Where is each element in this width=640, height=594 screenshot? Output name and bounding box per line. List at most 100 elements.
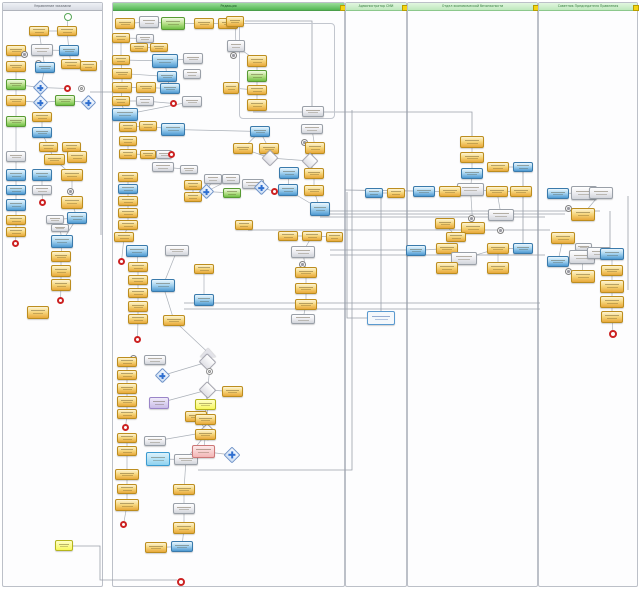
subprocess-node[interactable] (136, 34, 154, 43)
status-box[interactable] (367, 311, 395, 325)
status-task-node[interactable] (310, 202, 330, 216)
end-event[interactable] (170, 100, 177, 107)
task-node[interactable] (305, 142, 325, 154)
end-event[interactable] (118, 258, 125, 265)
status-task-node[interactable] (513, 243, 533, 254)
task-node[interactable] (119, 122, 137, 132)
end-event[interactable] (64, 85, 71, 92)
task-node[interactable] (128, 301, 148, 312)
task-node[interactable] (128, 275, 148, 285)
subprocess-node[interactable] (222, 174, 240, 184)
task-node[interactable] (112, 55, 130, 65)
status-task-node[interactable] (365, 188, 383, 198)
start-event[interactable] (64, 13, 72, 21)
task-node[interactable] (112, 82, 132, 93)
timer-event[interactable] (230, 52, 237, 59)
task-node[interactable] (487, 162, 509, 172)
task-node[interactable] (446, 232, 466, 242)
task-node[interactable] (67, 151, 87, 163)
task-node[interactable] (571, 208, 595, 221)
end-event[interactable] (12, 240, 19, 247)
task-node[interactable] (6, 215, 26, 225)
task-node[interactable] (600, 280, 624, 293)
status-task-node[interactable] (59, 45, 79, 56)
status-task-node[interactable] (152, 54, 178, 68)
subprocess-node[interactable] (291, 246, 315, 258)
subprocess-node[interactable] (136, 96, 154, 106)
subprocess-node[interactable] (152, 162, 174, 172)
task-node[interactable] (439, 186, 461, 197)
task-node[interactable] (295, 267, 317, 278)
status-task-node[interactable] (6, 199, 26, 211)
task-node[interactable] (173, 522, 195, 534)
subprocess-node[interactable] (51, 224, 69, 232)
task-node[interactable] (571, 270, 595, 283)
end-event[interactable] (177, 578, 185, 586)
subprocess-node[interactable] (488, 209, 514, 221)
end-event[interactable] (57, 297, 64, 304)
end-event[interactable] (122, 424, 129, 431)
task-node[interactable] (6, 95, 26, 106)
status-task-node[interactable] (250, 126, 270, 137)
status-task-node[interactable] (6, 185, 26, 195)
subprocess-node[interactable] (183, 69, 201, 79)
task-node[interactable] (117, 433, 137, 443)
task-node-purple[interactable] (149, 397, 169, 409)
timer-event[interactable] (21, 51, 28, 58)
task-node[interactable] (435, 218, 455, 229)
task-node[interactable] (44, 154, 65, 165)
task-node[interactable] (118, 196, 138, 206)
status-task-node[interactable] (32, 127, 52, 138)
subprocess-node[interactable] (46, 215, 64, 224)
subprocess-node[interactable] (6, 151, 26, 162)
subprocess-node[interactable] (457, 183, 484, 196)
task-node[interactable] (128, 288, 148, 298)
status-task-node[interactable] (547, 256, 569, 267)
task-node-cyan[interactable] (146, 452, 170, 466)
task-node[interactable] (61, 59, 81, 69)
task-node[interactable] (61, 196, 83, 209)
status-task-node[interactable] (406, 245, 426, 256)
status-task-node[interactable] (161, 123, 185, 136)
status-task-node[interactable] (112, 108, 138, 121)
task-node[interactable] (460, 136, 484, 148)
task-node[interactable] (223, 82, 239, 94)
merge-marker-icon[interactable] (200, 348, 216, 357)
task-node[interactable] (136, 82, 156, 93)
end-event[interactable] (120, 521, 127, 528)
status-task-node[interactable] (194, 294, 214, 306)
task-node-green[interactable] (6, 79, 26, 90)
status-task-node[interactable] (547, 188, 569, 199)
status-task-node[interactable] (279, 167, 299, 179)
highlight-task-node[interactable] (195, 399, 216, 410)
status-task-node[interactable] (157, 71, 177, 82)
task-node[interactable] (194, 18, 214, 29)
status-task-node[interactable] (461, 168, 483, 179)
task-node[interactable] (233, 143, 253, 154)
status-task-node[interactable] (67, 212, 87, 224)
task-node[interactable] (80, 61, 97, 71)
timer-event[interactable] (67, 188, 74, 195)
task-node[interactable] (184, 180, 202, 190)
subprocess-node[interactable] (183, 53, 203, 64)
task-node[interactable] (117, 383, 137, 394)
task-node[interactable] (295, 299, 317, 310)
swimlane-header[interactable]: Редакция (113, 3, 344, 11)
subprocess-node[interactable] (165, 245, 189, 256)
end-event[interactable] (168, 151, 175, 158)
task-node-green[interactable] (55, 95, 75, 106)
task-node[interactable] (51, 279, 71, 291)
intermediate-event[interactable] (206, 368, 213, 375)
task-node[interactable] (184, 192, 202, 202)
subprocess-node[interactable] (139, 16, 159, 28)
task-node[interactable] (194, 264, 214, 274)
task-node[interactable] (39, 142, 58, 152)
subprocess-node[interactable] (301, 124, 323, 134)
task-node[interactable] (115, 18, 135, 29)
end-event[interactable] (39, 199, 46, 206)
task-node[interactable] (247, 85, 267, 95)
task-node[interactable] (436, 243, 458, 254)
task-node[interactable] (27, 306, 49, 319)
task-node[interactable] (487, 262, 509, 274)
task-node[interactable] (326, 232, 343, 242)
